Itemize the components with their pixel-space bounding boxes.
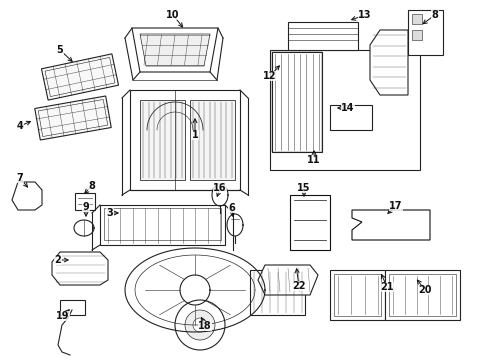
Polygon shape — [258, 265, 317, 295]
Polygon shape — [52, 252, 108, 285]
Bar — [333, 274, 380, 316]
Text: 22: 22 — [292, 281, 305, 291]
Bar — [271, 52, 321, 152]
Bar — [249, 270, 305, 315]
Text: 18: 18 — [198, 321, 211, 331]
Text: 12: 12 — [263, 71, 276, 81]
Bar — [289, 195, 329, 250]
Text: 16: 16 — [213, 183, 226, 193]
Polygon shape — [12, 182, 42, 210]
Polygon shape — [369, 30, 407, 95]
Text: 11: 11 — [306, 155, 320, 165]
Circle shape — [184, 310, 215, 340]
Circle shape — [175, 300, 224, 350]
Text: 19: 19 — [56, 311, 70, 321]
Polygon shape — [35, 96, 111, 140]
Bar — [140, 100, 184, 180]
Bar — [104, 208, 221, 240]
Text: 1: 1 — [191, 130, 198, 140]
Text: 9: 9 — [82, 202, 89, 212]
Text: 6: 6 — [228, 203, 235, 213]
Text: 8: 8 — [431, 10, 438, 20]
Polygon shape — [75, 193, 95, 210]
Text: 13: 13 — [358, 10, 371, 20]
Polygon shape — [132, 28, 218, 72]
Bar — [329, 105, 371, 130]
Circle shape — [193, 318, 206, 332]
Bar — [130, 90, 240, 190]
Bar — [190, 100, 235, 180]
Bar — [407, 10, 442, 55]
Text: 15: 15 — [297, 183, 310, 193]
Bar — [271, 52, 321, 152]
Text: 20: 20 — [417, 285, 431, 295]
Bar — [329, 270, 384, 320]
Bar — [100, 205, 224, 245]
Polygon shape — [140, 34, 209, 66]
Polygon shape — [41, 54, 118, 100]
Text: 5: 5 — [57, 45, 63, 55]
Polygon shape — [351, 210, 429, 240]
Text: 4: 4 — [17, 121, 23, 131]
Bar — [411, 14, 421, 24]
Text: 8: 8 — [88, 181, 95, 191]
Text: 3: 3 — [106, 208, 113, 218]
Text: 14: 14 — [341, 103, 354, 113]
Bar — [384, 270, 459, 320]
Bar — [411, 30, 421, 40]
Text: 10: 10 — [166, 10, 180, 20]
Text: 17: 17 — [388, 201, 402, 211]
Bar — [60, 300, 85, 315]
Text: 7: 7 — [17, 173, 23, 183]
Bar — [388, 274, 455, 316]
Text: 21: 21 — [380, 282, 393, 292]
Bar — [287, 22, 357, 50]
Text: 2: 2 — [55, 255, 61, 265]
